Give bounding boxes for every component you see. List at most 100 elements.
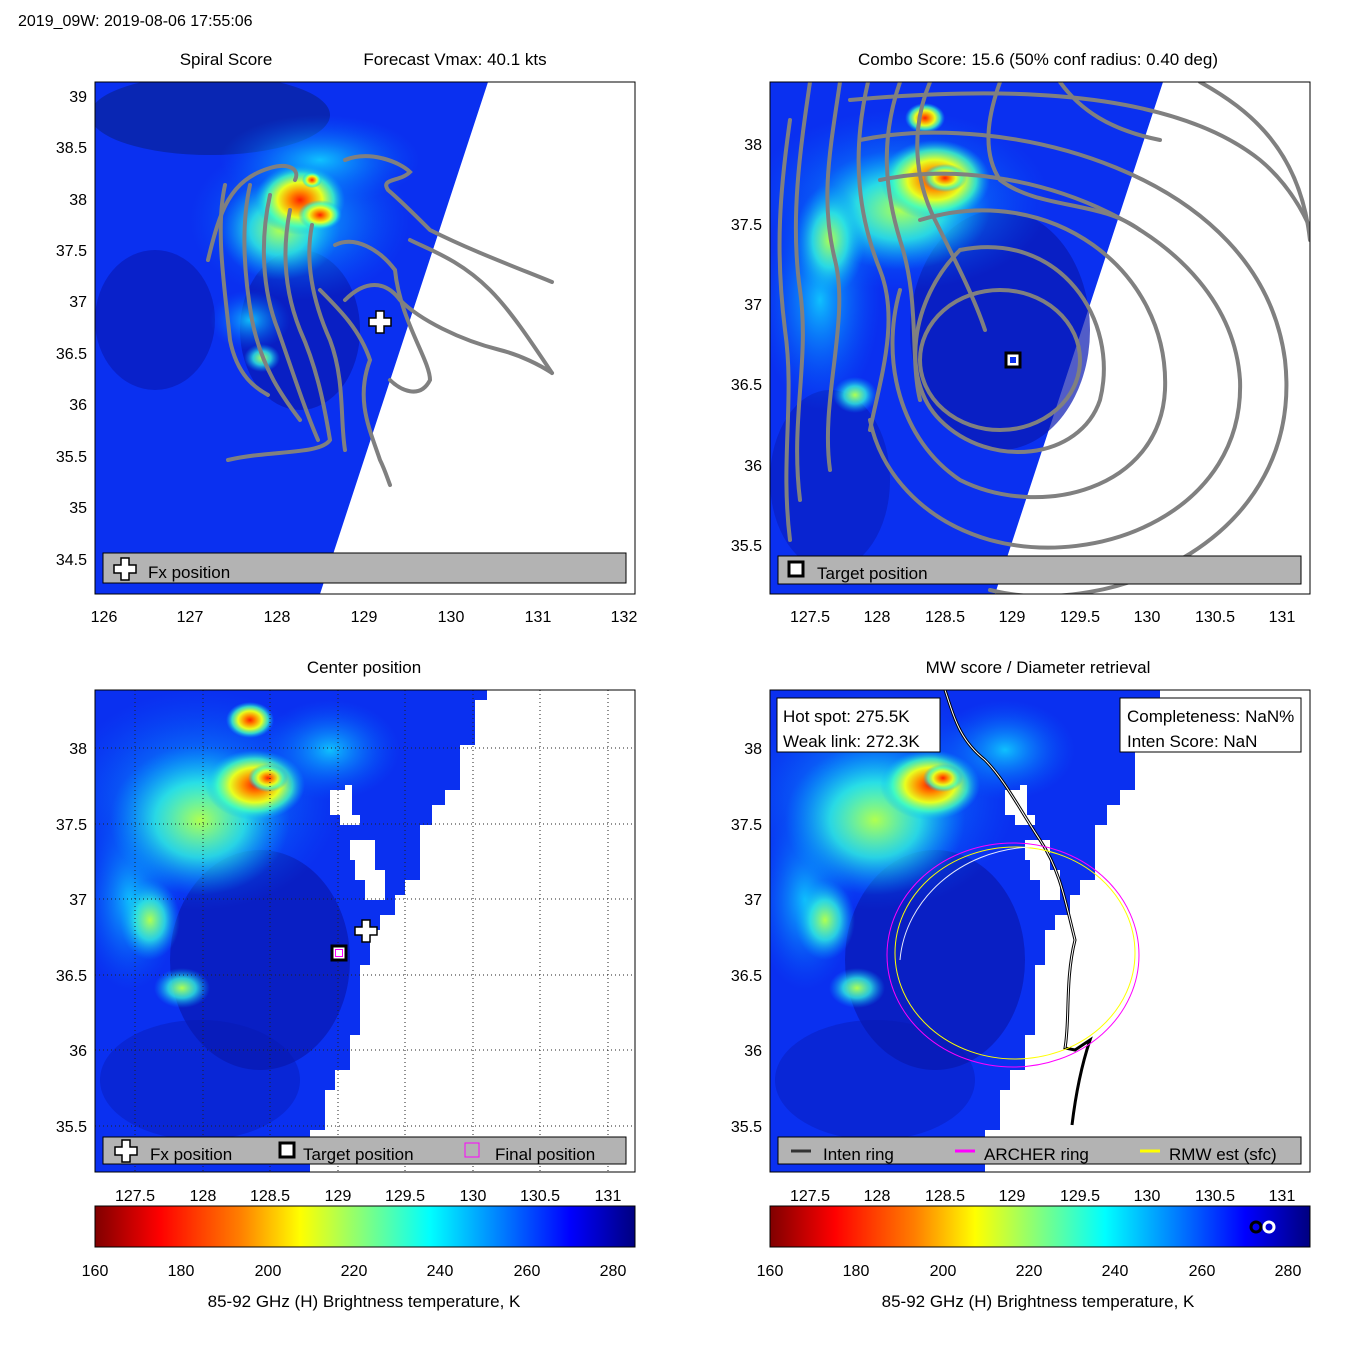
mw-info-right: Completeness: NaN% Inten Score: NaN (1119, 697, 1302, 753)
combo-xtick: 128.5 (925, 609, 965, 626)
combo-target-marker (1004, 351, 1022, 369)
spiral-ytick: 39 (69, 89, 87, 106)
combo-title: Combo Score: 15.6 (50% conf radius: 0.40… (858, 50, 1218, 69)
mw-xtick: 128.5 (925, 1188, 965, 1205)
center-ytick: 36.5 (56, 968, 87, 985)
colorbar-left: 160 180 200 220 240 260 280 85-92 GHz (H… (82, 1205, 636, 1311)
combo-ytick: 36 (744, 458, 762, 475)
center-xtick: 128 (190, 1188, 217, 1205)
spiral-xtick: 126 (91, 609, 118, 626)
combo-y-ticks: 35.5 36 36.5 37 37.5 38 (731, 137, 762, 555)
colorbar-right-tick: 220 (1016, 1263, 1043, 1280)
mw-xtick: 130 (1134, 1188, 1161, 1205)
mw-info-left: Hot spot: 275.5K Weak link: 272.3K (776, 697, 941, 753)
combo-xtick: 129 (999, 609, 1026, 626)
combo-panel: Combo Score: 15.6 (50% conf radius: 0.40… (731, 50, 1311, 626)
spiral-title-right: Forecast Vmax: 40.1 kts (363, 50, 546, 69)
colorbar-right-tick: 160 (757, 1263, 784, 1280)
center-grid (95, 690, 635, 1172)
spiral-ytick: 35 (69, 500, 87, 517)
spiral-ytick: 37 (69, 294, 87, 311)
center-legend-fx: Fx position (150, 1145, 232, 1164)
combo-ytick: 37.5 (731, 217, 762, 234)
mw-legend: Inten ring ARCHER ring RMW est (sfc) (777, 1136, 1302, 1165)
mw-hot-spot: Hot spot: 275.5K (783, 707, 910, 726)
center-xtick: 131 (595, 1188, 622, 1205)
center-ytick: 37 (69, 892, 87, 909)
combo-xtick: 129.5 (1060, 609, 1100, 626)
colorbar-right-label: 85-92 GHz (H) Brightness temperature, K (882, 1292, 1195, 1311)
colorbar-right-tick: 240 (1102, 1263, 1129, 1280)
mw-ytick: 38 (744, 741, 762, 758)
combo-x-ticks: 127.5 128 128.5 129 129.5 130 130.5 131 (790, 609, 1295, 626)
mw-xtick: 128 (864, 1188, 891, 1205)
mw-ytick: 35.5 (731, 1119, 762, 1136)
spiral-xtick: 128 (264, 609, 291, 626)
center-title: Center position (307, 658, 421, 677)
mw-xtick: 127.5 (790, 1188, 830, 1205)
center-image (95, 690, 635, 1172)
combo-ytick: 38 (744, 137, 762, 154)
spiral-ytick: 35.5 (56, 449, 87, 466)
center-ytick: 36 (69, 1043, 87, 1060)
colorbar-left-label: 85-92 GHz (H) Brightness temperature, K (208, 1292, 521, 1311)
combo-ytick: 37 (744, 297, 762, 314)
mw-weak-link: Weak link: 272.3K (783, 732, 920, 751)
center-xtick: 130 (460, 1188, 487, 1205)
center-fx-marker (354, 919, 378, 943)
mw-image (770, 690, 1160, 1172)
center-xtick: 130.5 (520, 1188, 560, 1205)
spiral-ytick: 37.5 (56, 243, 87, 260)
spiral-ytick: 34.5 (56, 552, 87, 569)
center-panel: Center position (56, 658, 636, 1205)
center-ytick: 38 (69, 741, 87, 758)
mw-panel: MW score / Diameter retrieval Hot spot: … (731, 658, 1311, 1205)
mw-rmw-ring (894, 846, 1136, 1060)
mw-xtick: 129.5 (1060, 1188, 1100, 1205)
mw-ytick: 37.5 (731, 817, 762, 834)
spiral-fx-marker (368, 310, 392, 334)
mw-legend-rmw: RMW est (sfc) (1169, 1145, 1277, 1164)
colorbar-left-tick: 240 (427, 1263, 454, 1280)
mw-ytick: 36 (744, 1043, 762, 1060)
combo-xtick: 130.5 (1195, 609, 1235, 626)
combo-ytick: 36.5 (731, 377, 762, 394)
spiral-xtick: 130 (438, 609, 465, 626)
spiral-panel: Spiral Score Forecast Vmax: 40.1 kts (56, 50, 638, 626)
colorbar-left-tick: 280 (600, 1263, 627, 1280)
spiral-title-left: Spiral Score (180, 50, 273, 69)
colorbar-right-tick: 200 (930, 1263, 957, 1280)
colorbar-right-tick: 280 (1275, 1263, 1302, 1280)
combo-ytick: 35.5 (731, 538, 762, 555)
spiral-ytick: 36.5 (56, 346, 87, 363)
combo-xtick: 128 (864, 609, 891, 626)
colorbar-left-tick: 200 (255, 1263, 282, 1280)
center-xtick: 129.5 (385, 1188, 425, 1205)
colorbar-left-tick: 160 (82, 1263, 109, 1280)
center-legend-target: Target position (303, 1145, 414, 1164)
spiral-ytick: 38 (69, 192, 87, 209)
center-legend: Fx position Target position Final positi… (102, 1136, 627, 1165)
combo-legend-target: Target position (817, 564, 928, 583)
combo-xtick: 127.5 (790, 609, 830, 626)
colorbar-left-tick: 180 (168, 1263, 195, 1280)
mw-archer-ring (886, 842, 1140, 1068)
center-ytick: 35.5 (56, 1119, 87, 1136)
mw-legend-archer: ARCHER ring (984, 1145, 1089, 1164)
mw-ytick: 37 (744, 892, 762, 909)
spiral-x-ticks: 126 127 128 129 130 131 132 (91, 609, 638, 626)
colorbar-right-tick: 260 (1189, 1263, 1216, 1280)
spiral-y-ticks: 34.5 35 35.5 36 36.5 37 37.5 38 38.5 39 (56, 89, 87, 569)
mw-xtick: 129 (999, 1188, 1026, 1205)
center-x-ticks: 127.5 128 128.5 129 129.5 130 130.5 131 (115, 1188, 621, 1205)
center-target-marker (330, 944, 348, 962)
combo-contours (777, 82, 1310, 594)
colorbar-left-tick: 220 (341, 1263, 368, 1280)
figure-header: 2019_09W: 2019-08-06 17:55:06 (18, 13, 253, 30)
spiral-xtick: 132 (611, 609, 638, 626)
spiral-contours (206, 154, 554, 487)
spiral-xtick: 129 (351, 609, 378, 626)
mw-x-ticks: 127.5 128 128.5 129 129.5 130 130.5 131 (790, 1188, 1295, 1205)
center-xtick: 129 (325, 1188, 352, 1205)
